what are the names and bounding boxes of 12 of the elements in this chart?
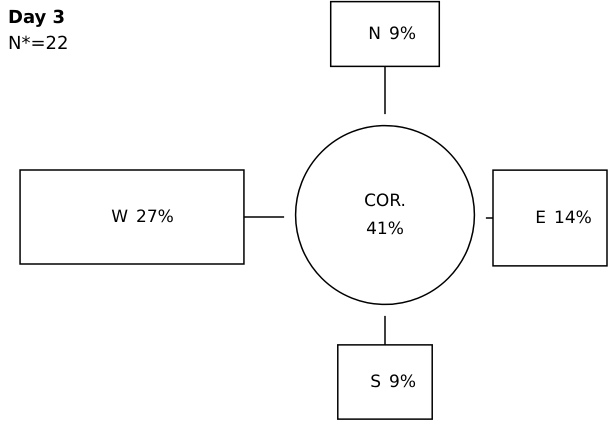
data-label: 9% bbox=[389, 372, 416, 392]
text: N*=22 bbox=[8, 33, 68, 54]
data-label: 9% bbox=[389, 24, 416, 44]
data-label: 41% bbox=[366, 219, 404, 239]
category-label: E bbox=[535, 208, 546, 228]
category-label: COR. bbox=[364, 191, 406, 211]
data-label: 27% bbox=[136, 207, 174, 227]
text: Day 3 bbox=[8, 7, 66, 28]
category-label: W bbox=[111, 207, 128, 227]
data-label: 14% bbox=[554, 208, 592, 228]
category-label: N bbox=[368, 24, 381, 44]
category-label: S bbox=[370, 372, 381, 392]
